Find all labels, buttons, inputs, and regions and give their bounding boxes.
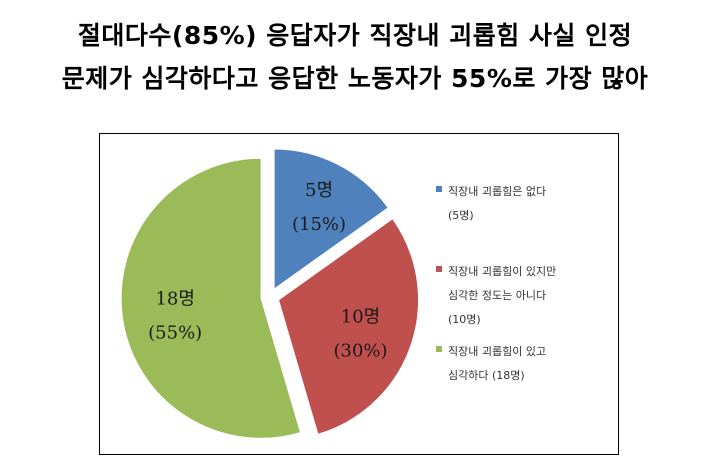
chart-title-line-2: 문제가 심각하다고 응답한 노동자가 55%로 가장 많아 <box>61 64 649 93</box>
slice-label-serious-count: 18명 <box>155 289 194 310</box>
slice-label-not-serious-count: 10명 <box>341 306 380 327</box>
legend-label: 직장내 괴롭힘이 있고 심각하다 (18명) <box>448 345 547 382</box>
slice-label-not-serious-percent: (30%) <box>333 340 387 361</box>
legend-swatch <box>436 186 442 192</box>
legend-swatch <box>436 266 442 272</box>
legend-swatch <box>436 346 442 352</box>
pie-slice-serious <box>120 157 302 439</box>
slice-label-none-count: 5명 <box>305 180 333 201</box>
slice-label-serious-percent: (55%) <box>148 323 202 344</box>
chart-frame: 5명 (15%) 10명 (30%) 18명 (55%) 직장내 괴롭힘은 없다 (5명)… <box>99 133 619 455</box>
legend-label: 직장내 괴롭힘이 있지만 심각한 정도는 아니다 (10명) <box>448 265 557 326</box>
pie-slice-none <box>273 148 389 290</box>
slice-label-none-percent: (15%) <box>292 214 346 235</box>
chart-title-line-1: 절대다수(85%) 응답자가 직장내 괴롭힘 사실 인정 <box>77 21 633 50</box>
pie-slice-not-serious <box>277 218 420 435</box>
pie-chart: 5명 (15%) 10명 (30%) 18명 (55%) <box>120 148 420 439</box>
legend-label: 직장내 괴롭힘은 없다 (5명) <box>448 185 547 222</box>
